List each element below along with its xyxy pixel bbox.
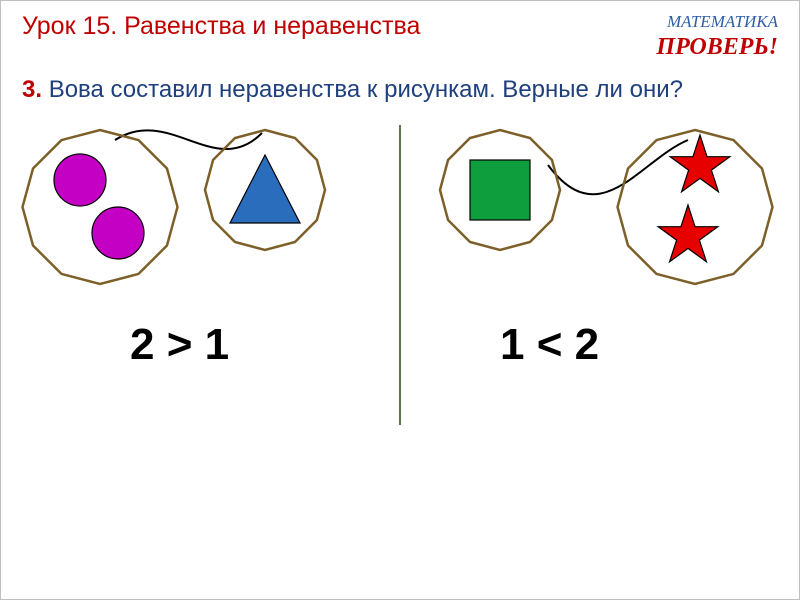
question-number: 3.: [22, 76, 42, 103]
check-label: ПРОВЕРЬ!: [656, 34, 778, 61]
blue-triangle-icon: [230, 155, 300, 223]
ring-left-a: [23, 130, 178, 284]
diagram-svg: [0, 115, 800, 435]
subject-label: МАТЕМАТИКА: [656, 12, 778, 32]
header-right: МАТЕМАТИКА ПРОВЕРЬ!: [656, 12, 778, 61]
magenta-circle-icon: [92, 207, 144, 259]
question-block: 3. Вова составил неравенства к рисункам.…: [0, 61, 800, 105]
question-text: Вова составил неравенства к рисункам. Ве…: [49, 76, 683, 103]
workspace: 2 > 1 1 < 2: [0, 115, 800, 435]
header: Урок 15. Равенства и неравенства МАТЕМАТ…: [0, 0, 800, 61]
green-square-icon: [470, 160, 530, 220]
connector-right: [548, 140, 688, 194]
lesson-title: Урок 15. Равенства и неравенства: [22, 12, 420, 41]
expression-left: 2 > 1: [130, 320, 229, 370]
expression-right: 1 < 2: [500, 320, 599, 370]
magenta-circle-icon: [54, 154, 106, 206]
red-star-icon: [658, 205, 718, 262]
